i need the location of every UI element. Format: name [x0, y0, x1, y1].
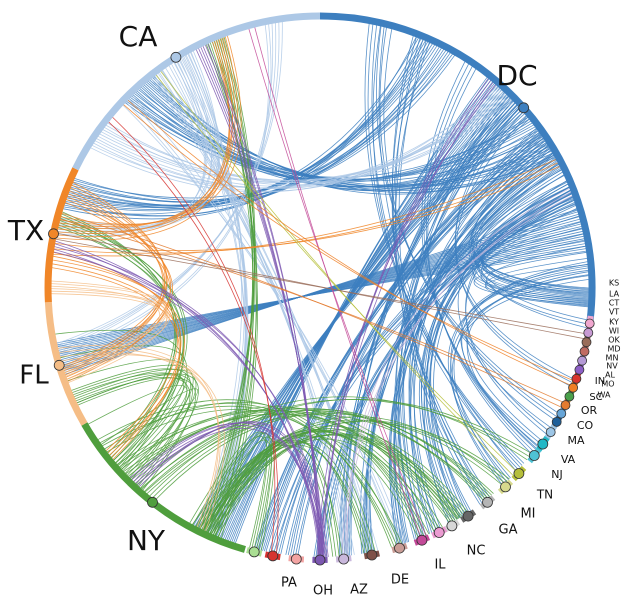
chord-dc-ny	[227, 85, 497, 540]
node-nv	[561, 401, 570, 410]
node-de	[315, 555, 325, 565]
label-az: AZ	[350, 583, 368, 596]
label-mi: MI	[520, 507, 535, 522]
node-al	[557, 409, 566, 418]
label-tn: TN	[536, 488, 553, 502]
node-or	[514, 469, 524, 479]
node-vt	[580, 347, 589, 356]
node-pa	[249, 547, 259, 557]
label-fl: FL	[19, 361, 49, 391]
node-nc	[367, 550, 377, 560]
label-al: AL	[605, 371, 615, 380]
node-ga	[395, 543, 405, 553]
label-va: VA	[561, 453, 576, 466]
node-dc	[519, 103, 529, 113]
label-or: OR	[581, 404, 598, 417]
label-de: DE	[391, 573, 409, 588]
label-tx: TX	[7, 214, 44, 247]
label-sc: SC	[589, 392, 602, 403]
label-nv: NV	[606, 362, 618, 371]
node-sc	[529, 451, 539, 461]
node-ct	[582, 338, 591, 347]
node-ks	[585, 319, 594, 328]
label-ks: KS	[609, 279, 619, 288]
label-ok: OK	[608, 336, 620, 345]
node-md	[569, 383, 578, 392]
label-ct: CT	[609, 299, 620, 308]
label-dc: DC	[496, 59, 537, 92]
label-ga: GA	[499, 523, 518, 538]
node-tx	[49, 229, 59, 239]
label-ma: MA	[567, 434, 584, 447]
chord-ca-il	[162, 70, 346, 556]
label-ky: KY	[609, 318, 619, 327]
node-ma	[483, 497, 493, 507]
label-il: IL	[434, 558, 446, 573]
node-mi	[417, 535, 427, 545]
node-oh	[268, 551, 278, 561]
node-il	[339, 554, 349, 564]
node-va	[463, 511, 473, 521]
ribbons-layer	[51, 22, 589, 557]
label-nc: NC	[467, 544, 486, 559]
label-ny: NY	[127, 524, 166, 557]
node-in	[538, 439, 548, 449]
node-ky	[578, 356, 587, 365]
label-wi: WI	[609, 327, 619, 336]
label-pa: PA	[281, 576, 297, 591]
node-co	[501, 482, 511, 492]
node-wa	[546, 428, 555, 437]
chord-dc-tx	[65, 41, 425, 211]
label-co: CO	[577, 419, 594, 432]
label-oh: OH	[313, 584, 333, 596]
node-ca	[171, 52, 181, 62]
arc-fl	[48, 302, 84, 424]
label-md: MD	[607, 345, 620, 354]
node-ok	[572, 374, 581, 383]
label-la: LA	[609, 290, 620, 299]
label-ca: CA	[119, 20, 158, 53]
node-az	[291, 554, 301, 564]
node-ny	[148, 497, 158, 507]
node-tn	[434, 528, 444, 538]
node-mo	[552, 417, 561, 426]
label-nj: NJ	[551, 468, 562, 481]
node-wi	[575, 365, 584, 374]
node-la	[584, 328, 593, 337]
label-vt: VT	[609, 308, 619, 317]
label-in: IN	[595, 376, 605, 387]
chord-md-ca	[123, 104, 572, 380]
node-fl	[54, 360, 64, 370]
node-nj	[447, 521, 457, 531]
node-mn	[565, 392, 574, 401]
